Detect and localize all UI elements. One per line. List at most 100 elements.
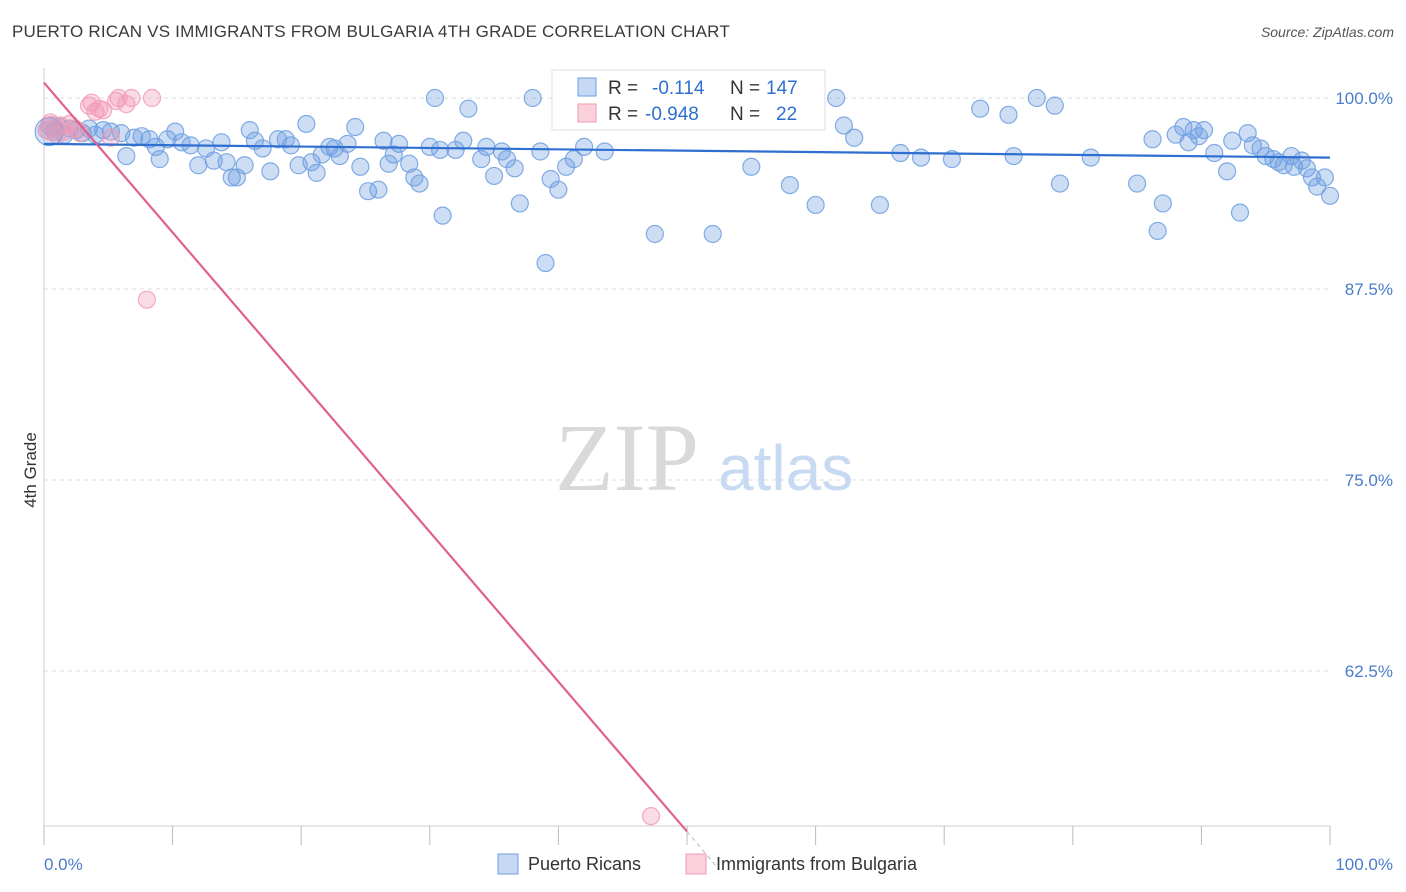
puerto-rican-point [827, 88, 846, 108]
puerto-rican-point [124, 128, 144, 147]
stats-n-label-2: N = [730, 104, 760, 125]
puerto-rican-point [166, 122, 185, 141]
watermark-zip: ZIP [555, 404, 699, 511]
puerto-rican-point [94, 120, 113, 140]
chart-source: Source: ZipAtlas.com [1260, 24, 1394, 40]
puerto-rican-point [531, 142, 550, 161]
puerto-rican-point [459, 99, 478, 118]
puerto-rican-point [117, 146, 136, 166]
puerto-rican-point [454, 131, 473, 150]
puerto-rican-point [374, 131, 393, 150]
puerto-rican-point [302, 153, 321, 172]
puerto-rican-trend-line [43, 142, 1331, 159]
x-tick-label: 100.0% [1335, 855, 1393, 874]
bulgaria-point [39, 116, 65, 142]
stats-swatch-blue [577, 77, 597, 97]
bulgaria-trend-extension [686, 830, 720, 871]
puerto-rican-point [971, 99, 990, 118]
stats-n-value-2: 22 [776, 104, 797, 125]
puerto-rican-point [140, 130, 159, 149]
puerto-rican-point [1223, 131, 1242, 150]
legend-label-bulgaria: Immigrants from Bulgaria [716, 854, 918, 874]
stats-r-label-2: R = [608, 104, 638, 125]
stats-box: R = -0.114 N = 147 R = -0.948 N = 22 [551, 69, 826, 131]
puerto-rican-point [1153, 194, 1172, 213]
puerto-rican-point [384, 145, 403, 164]
puerto-rican-point [217, 153, 236, 172]
puerto-rican-point [369, 180, 388, 199]
puerto-rican-point [1127, 174, 1147, 193]
puerto-rican-point [645, 224, 664, 244]
puerto-rican-point [389, 134, 409, 153]
trend-layer [43, 82, 1331, 871]
puerto-rican-point [703, 224, 722, 244]
puerto-rican-point [212, 133, 231, 152]
bulgaria-point [641, 807, 661, 826]
puerto-rican-point [557, 157, 576, 176]
y-tick-label: 100.0% [1335, 89, 1393, 108]
puerto-rican-point [158, 130, 177, 149]
legend-swatch-bulgaria [685, 853, 707, 875]
puerto-rican-point [1320, 186, 1340, 205]
puerto-rican-point [1004, 146, 1023, 166]
puerto-rican-point [1143, 130, 1162, 149]
watermark-atlas: atlas [718, 432, 853, 504]
stats-n-value-1: 147 [766, 78, 798, 99]
puerto-rican-point [742, 157, 761, 176]
puerto-rican-point [410, 174, 429, 193]
y-tick-label: 87.5% [1345, 280, 1393, 299]
puerto-rican-point [536, 253, 555, 273]
puerto-rican-point [150, 150, 169, 169]
puerto-rican-point [261, 162, 280, 181]
bulgaria-point [142, 88, 162, 108]
puerto-rican-point [1194, 120, 1214, 140]
y-tick-label: 75.0% [1345, 471, 1393, 490]
stats-r-label-1: R = [608, 78, 638, 99]
puerto-rican-point [999, 105, 1018, 124]
puerto-rican-point [425, 88, 445, 108]
puerto-rican-point [1205, 143, 1224, 163]
stats-swatch-pink [577, 103, 597, 123]
puerto-rican-point [523, 88, 542, 108]
puerto-rican-point [806, 195, 825, 215]
grid-layer: 100.0% 87.5% 75.0% 62.5% [44, 89, 1393, 681]
x-tick-label: 0.0% [44, 855, 83, 874]
puerto-rican-point [942, 150, 962, 169]
puerto-rican-point [834, 116, 853, 135]
puerto-rican-point [307, 163, 326, 182]
legend-label-puerto-ricans: Puerto Ricans [528, 854, 641, 874]
stats-n-label-1: N = [730, 78, 760, 99]
axes-layer: 0.0% 100.0% [43, 68, 1393, 874]
puerto-rican-point [1264, 150, 1283, 169]
puerto-rican-point [222, 168, 241, 187]
puerto-rican-point [379, 154, 398, 173]
puerto-rican-point [870, 195, 890, 215]
puerto-rican-point [1315, 168, 1334, 187]
points-layer [34, 88, 1340, 826]
puerto-rican-point [1297, 159, 1316, 178]
puerto-rican-point [564, 150, 583, 169]
puerto-rican-point [400, 154, 419, 173]
puerto-rican-point [477, 137, 496, 156]
puerto-rican-point [1081, 148, 1100, 167]
bulgaria-point [137, 290, 156, 309]
bulgaria-point [101, 128, 120, 147]
puerto-rican-point [297, 114, 316, 134]
puerto-rican-point [595, 142, 614, 161]
puerto-rican-point [338, 134, 357, 153]
stats-box-frame [551, 69, 826, 131]
puerto-rican-point [780, 175, 799, 195]
puerto-rican-point [485, 166, 504, 186]
puerto-rican-point [1230, 203, 1250, 222]
puerto-rican-point [575, 137, 594, 156]
bulgaria-point [106, 91, 126, 111]
puerto-rican-point [1308, 177, 1327, 196]
puerto-rican-point [1302, 168, 1322, 187]
puerto-rican-point [510, 194, 529, 213]
puerto-rican-point [253, 139, 272, 158]
bulgaria-trend-line [43, 82, 688, 833]
puerto-rican-point [346, 117, 365, 137]
puerto-rican-point [433, 206, 452, 225]
legend: Puerto Ricans Immigrants from Bulgaria [497, 853, 918, 875]
